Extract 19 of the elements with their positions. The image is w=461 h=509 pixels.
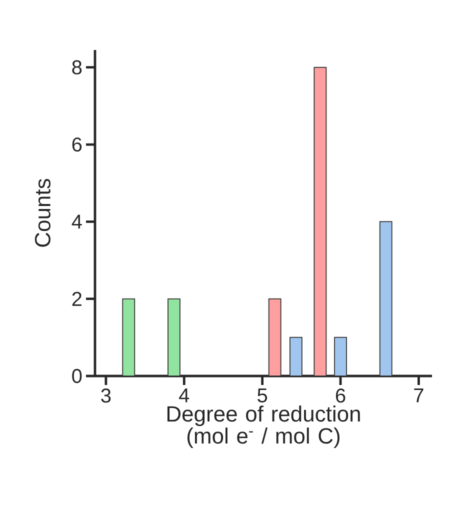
bar <box>379 221 392 376</box>
x-tick-label: 5 <box>258 388 268 402</box>
y-tick-label: 6 <box>72 137 82 152</box>
x-tick-label: 4 <box>179 388 190 402</box>
y-axis-title: Counts <box>34 178 50 247</box>
x-tick-label: 3 <box>101 388 111 403</box>
y-tick-label: 0 <box>72 368 82 384</box>
bar <box>289 336 302 376</box>
y-tick-label: 4 <box>72 214 82 229</box>
y-tick-label: 2 <box>72 292 82 306</box>
bar <box>167 298 180 376</box>
bar <box>334 336 347 376</box>
bar <box>314 66 327 376</box>
x-tick-label: 6 <box>336 388 346 403</box>
bar <box>268 298 282 376</box>
x-axis-title: Degree of reduction (mol e$^{-}$ / mol C) <box>167 406 360 448</box>
y-tick-label: 8 <box>72 60 82 74</box>
bar <box>122 298 136 376</box>
x-tick-label: 7 <box>414 388 424 402</box>
